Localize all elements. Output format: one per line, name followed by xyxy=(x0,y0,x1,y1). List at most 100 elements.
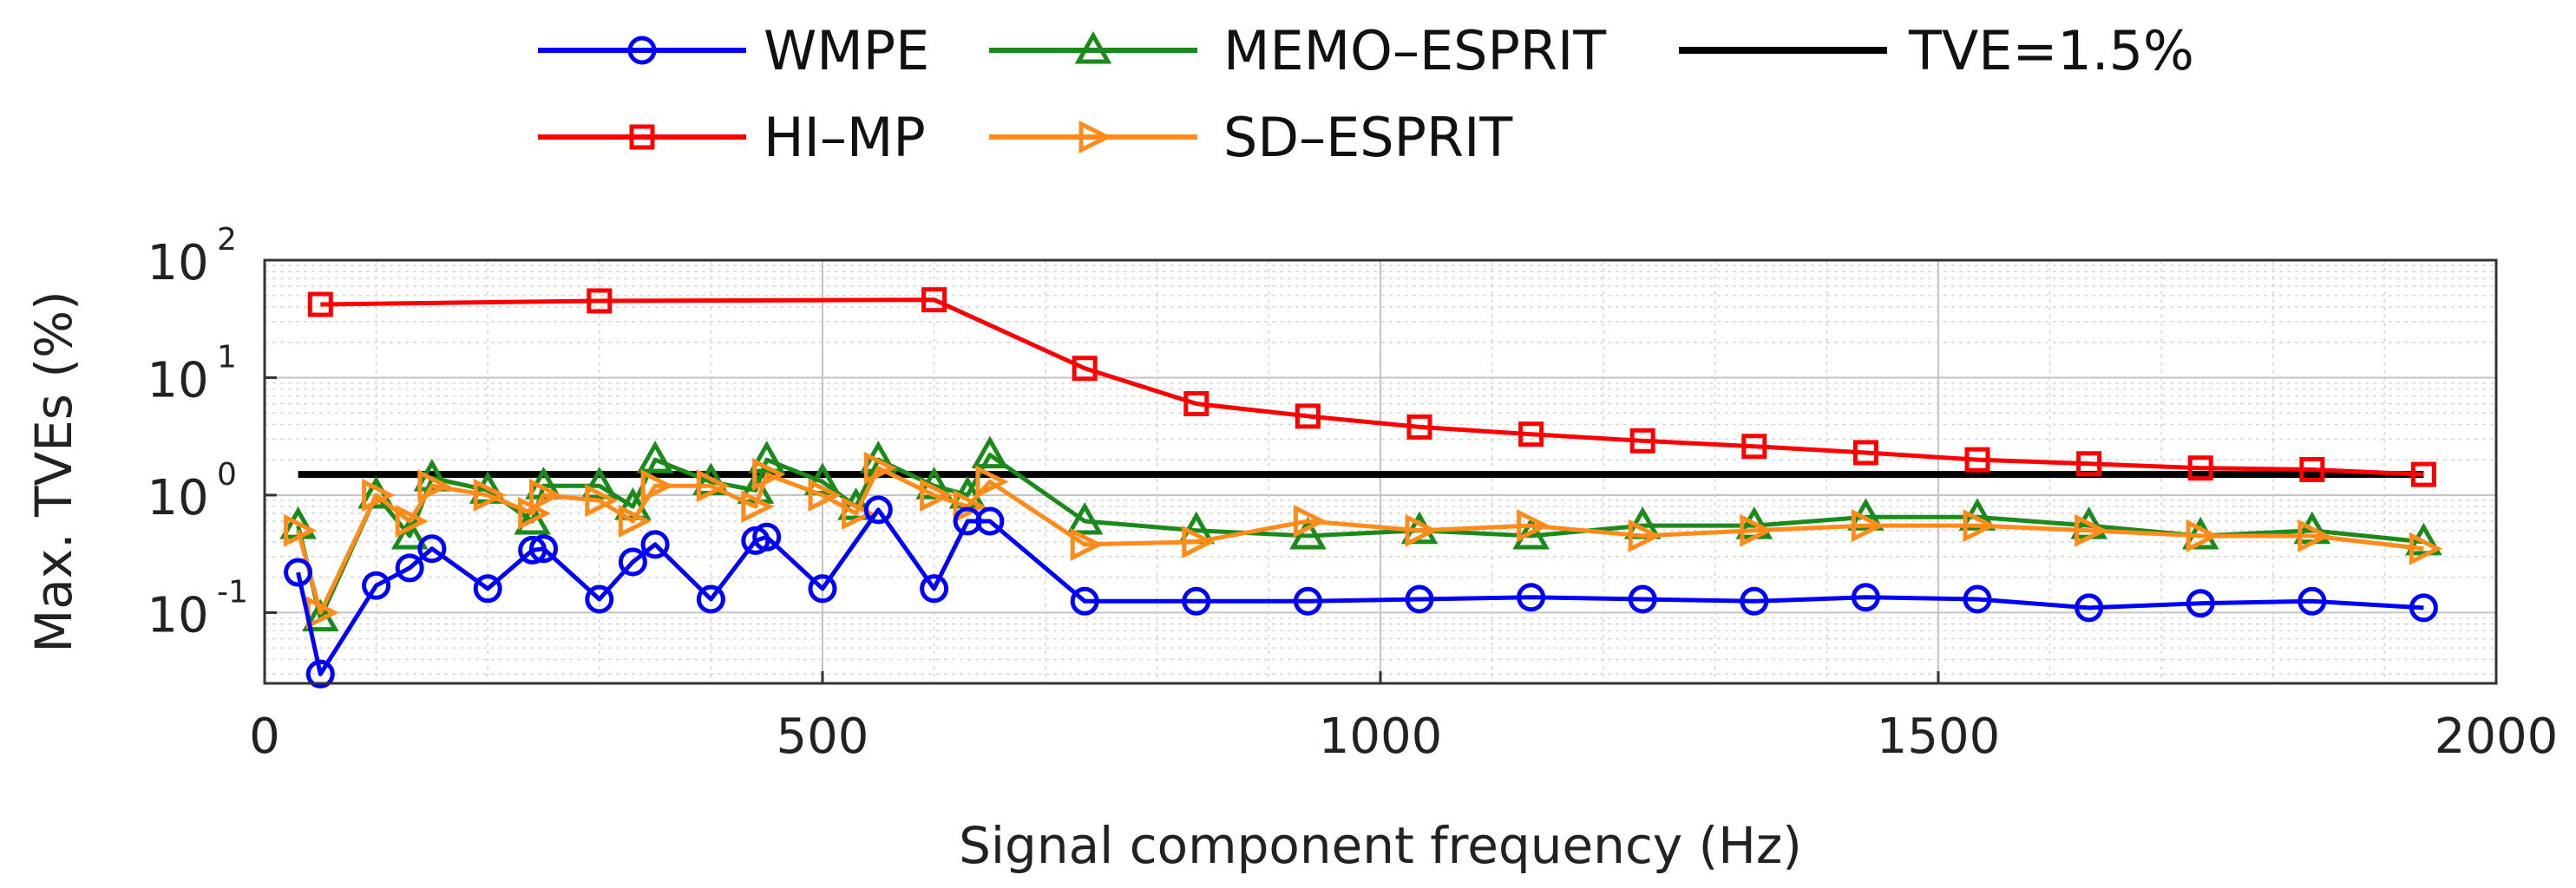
data-series xyxy=(279,287,2443,689)
data-point-wmpe xyxy=(395,553,424,583)
data-point-sd-esprit xyxy=(640,469,674,503)
data-point-hi-mp xyxy=(2410,461,2436,487)
data-point-wmpe xyxy=(1740,586,1769,616)
data-point-wmpe xyxy=(752,522,782,552)
data-point-wmpe xyxy=(618,547,647,577)
data-point-sd-esprit xyxy=(920,478,954,513)
series-line-wmpe xyxy=(296,507,2424,676)
legend-label-memo-esprit: MEMO–ESPRIT xyxy=(1223,19,1607,82)
data-point-wmpe xyxy=(585,584,614,614)
x-tick-label: 2000 xyxy=(2435,708,2559,765)
plot-frame xyxy=(263,258,2498,685)
legend-label-hi-mp: HI–MP xyxy=(764,106,926,169)
legend-marker-wmpe xyxy=(627,36,657,65)
data-point-wmpe xyxy=(1628,584,1657,614)
data-point-hi-mp xyxy=(1295,403,1321,429)
data-point-wmpe xyxy=(1405,584,1434,614)
y-tick-label: 10 xyxy=(147,587,208,643)
y-tick-label: 10 xyxy=(147,352,208,408)
data-point-wmpe xyxy=(2186,589,2215,618)
data-point-sd-esprit xyxy=(1405,513,1439,547)
data-point-sd-esprit xyxy=(2297,519,2331,552)
data-point-wmpe xyxy=(1293,586,1322,616)
data-point-sd-esprit xyxy=(585,484,619,518)
data-point-wmpe xyxy=(696,584,725,614)
data-point-hi-mp xyxy=(307,291,333,317)
legend-symbol xyxy=(1074,30,1112,64)
series-wmpe xyxy=(284,495,2438,689)
data-point-sd-esprit xyxy=(808,478,842,513)
data-point-sd-esprit xyxy=(842,496,875,530)
legend-label-tve-threshold: TVE=1.5% xyxy=(1908,19,2194,82)
data-point-wmpe xyxy=(1182,586,1211,616)
legend-item-wmpe: WMPE xyxy=(538,19,929,82)
data-point-hi-mp xyxy=(1629,428,1655,454)
data-point-memo-esprit xyxy=(971,435,1009,469)
data-point-sd-esprit xyxy=(1293,504,1327,539)
legend-marker-hi-mp xyxy=(629,124,655,150)
data-point-sd-esprit xyxy=(1517,509,1550,543)
x-tick-label: 1000 xyxy=(1319,708,1443,765)
data-point-sd-esprit xyxy=(417,469,451,503)
data-point-sd-esprit xyxy=(2186,519,2219,552)
data-point-memo-esprit xyxy=(1065,501,1104,535)
data-point-hi-mp xyxy=(921,287,947,313)
data-point-hi-mp xyxy=(1072,356,1098,382)
series-line-sd-esprit xyxy=(296,466,2424,615)
data-point-wmpe xyxy=(305,659,335,689)
data-point-wmpe xyxy=(2297,586,2327,616)
data-point-hi-mp xyxy=(1406,414,1432,440)
data-point-memo-esprit xyxy=(580,467,619,500)
data-point-wmpe xyxy=(2075,593,2104,623)
data-point-hi-mp xyxy=(1741,434,1767,460)
data-point-sd-esprit xyxy=(1628,519,1662,552)
data-point-wmpe xyxy=(473,574,502,604)
legend: WMPE MEMO–ESPRIT TVE=1.5% HI–MP SD–ESPRI… xyxy=(538,19,2194,169)
data-point-sd-esprit xyxy=(284,513,318,547)
legend-label-sd-esprit: SD–ESPRIT xyxy=(1223,106,1513,169)
x-tick-label: 1500 xyxy=(1877,708,2001,765)
data-point-sd-esprit xyxy=(1182,525,1216,558)
legend-symbol xyxy=(629,124,655,150)
data-point-sd-esprit xyxy=(473,478,507,513)
data-point-sd-esprit xyxy=(618,504,652,539)
data-point-hi-mp xyxy=(2187,455,2213,481)
data-point-wmpe xyxy=(417,534,447,564)
data-point-wmpe xyxy=(808,574,837,604)
series-hi-mp xyxy=(307,287,2436,487)
data-point-memo-esprit xyxy=(748,441,785,473)
data-point-wmpe xyxy=(1070,586,1099,616)
data-point-sd-esprit xyxy=(395,504,429,539)
y-tick-exponent: 1 xyxy=(217,339,237,375)
y-tick-label: 10 xyxy=(147,470,208,526)
data-point-sd-esprit xyxy=(2409,532,2443,565)
legend-symbol xyxy=(1078,120,1112,154)
data-point-memo-esprit xyxy=(514,501,551,535)
data-point-wmpe xyxy=(920,574,949,604)
data-point-wmpe xyxy=(640,530,670,559)
data-point-hi-mp xyxy=(1964,447,1990,473)
y-axis-label: Max. TVEs (%) xyxy=(24,291,83,653)
data-point-sd-esprit xyxy=(1963,509,1996,543)
legend-marker-memo-esprit xyxy=(1074,30,1112,64)
data-point-sd-esprit xyxy=(752,458,786,492)
data-point-wmpe xyxy=(1851,583,1880,612)
data-point-sd-esprit xyxy=(529,478,563,513)
data-point-wmpe xyxy=(2409,593,2438,623)
x-tick-label: 0 xyxy=(249,708,280,765)
data-point-sd-esprit xyxy=(1851,509,1885,543)
legend-item-memo-esprit: MEMO–ESPRIT xyxy=(989,19,1607,82)
series-line-hi-mp xyxy=(320,297,2424,477)
data-point-sd-esprit xyxy=(863,451,897,485)
data-point-hi-mp xyxy=(1183,391,1209,417)
data-point-wmpe xyxy=(529,534,558,564)
legend-item-sd-esprit: SD–ESPRIT xyxy=(989,106,1513,169)
legend-item-hi-mp: HI–MP xyxy=(538,106,926,169)
y-tick-exponent: 2 xyxy=(217,222,237,258)
legend-symbol xyxy=(627,36,657,65)
data-point-sd-esprit xyxy=(953,490,986,524)
data-point-hi-mp xyxy=(587,288,613,314)
y-tick-label: 10 xyxy=(147,235,208,291)
data-point-sd-esprit xyxy=(975,465,1009,499)
